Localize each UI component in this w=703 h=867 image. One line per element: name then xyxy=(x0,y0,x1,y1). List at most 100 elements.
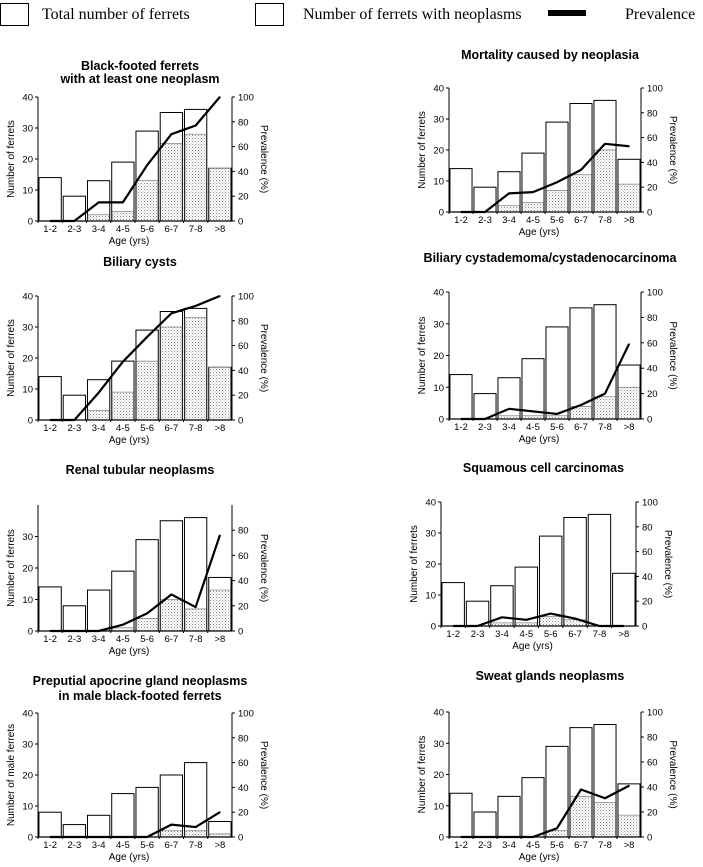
bar-neoplasm xyxy=(522,202,544,213)
x-tick-label: 6-7 xyxy=(568,629,582,640)
bar-neoplasm xyxy=(111,211,134,222)
y2-tick-label: 20 xyxy=(238,601,249,612)
bar-neoplasm xyxy=(618,386,640,420)
prevalence-point xyxy=(49,220,51,222)
chart-panel-5: Renal tubular neoplasms 0 10 20 30 0 20 40 60 80 1… xyxy=(6,463,269,657)
x-axis-label: Age (yrs) xyxy=(519,852,560,863)
y2-tick-label: 0 xyxy=(647,415,652,426)
y-tick-label: 40 xyxy=(22,709,33,720)
x-tick-label: 3-4 xyxy=(502,215,516,226)
bar-neoplasm xyxy=(111,391,134,421)
y-tick-label: 20 xyxy=(433,770,444,781)
x-tick-label: 3-4 xyxy=(92,634,106,645)
x-tick-label: 5-6 xyxy=(550,215,564,226)
y-tick-label: 20 xyxy=(22,771,33,782)
prevalence-point xyxy=(532,410,534,413)
prevalence-point xyxy=(532,191,534,193)
prevalence-point xyxy=(170,133,173,135)
x-tick-label: 3-4 xyxy=(502,422,516,433)
prevalence-point xyxy=(460,836,462,838)
bar-total xyxy=(545,745,569,838)
y2-tick-label: 60 xyxy=(238,341,249,352)
y-tick-label: 0 xyxy=(431,622,436,633)
prevalence-point xyxy=(146,164,148,166)
y2-tick-label: 100 xyxy=(238,292,254,303)
y-tick-label: 10 xyxy=(22,595,33,606)
bar-total xyxy=(563,517,587,627)
x-tick-label: 5-6 xyxy=(550,840,564,851)
y2-axis-label: Prevalence (%) xyxy=(258,534,269,602)
y2-tick-label: 80 xyxy=(238,733,249,744)
bar-neoplasm xyxy=(570,174,592,213)
bar-total xyxy=(449,792,473,838)
prevalence-line xyxy=(453,612,624,628)
prevalence-point xyxy=(219,534,221,537)
prevalence-line xyxy=(50,96,221,223)
x-tick-label: 3-4 xyxy=(92,423,106,434)
legend-total-swatch xyxy=(0,3,29,26)
prevalence-line xyxy=(461,784,630,839)
x-tick-label: >8 xyxy=(214,634,225,645)
prevalence-point xyxy=(122,623,124,626)
x-tick-label: 2-3 xyxy=(478,840,492,851)
prevalence-point xyxy=(628,784,630,787)
y2-tick-label: 40 xyxy=(238,366,249,377)
y2-tick-label: 40 xyxy=(238,167,249,178)
prevalence-point xyxy=(49,419,51,421)
chart-title: Biliary cystademoma/cystadenocarcinoma xyxy=(424,251,678,265)
y2-tick-label: 80 xyxy=(238,526,249,537)
bar-neoplasm xyxy=(618,814,640,838)
bar-neoplasm xyxy=(546,190,568,213)
y-tick-label: 20 xyxy=(433,146,444,157)
y-tick-label: 20 xyxy=(22,155,33,166)
y2-tick-label: 20 xyxy=(642,597,653,608)
prevalence-point xyxy=(219,295,221,297)
x-axis-label: Age (yrs) xyxy=(512,641,553,652)
y-axis-label: Number of ferrets xyxy=(409,525,420,603)
x-tick-label: 6-7 xyxy=(574,422,588,433)
prevalence-point xyxy=(122,836,124,838)
y2-tick-label: 60 xyxy=(647,133,658,144)
x-tick-label: >8 xyxy=(618,629,629,640)
y-axis-label: Number of ferrets xyxy=(6,120,17,198)
prevalence-point xyxy=(460,211,462,213)
x-tick-label: >8 xyxy=(624,422,635,433)
prevalence-point xyxy=(146,336,148,338)
prevalence-point xyxy=(525,619,528,621)
y2-tick-label: 0 xyxy=(238,627,243,638)
x-tick-label: 4-5 xyxy=(526,422,540,433)
y2-tick-label: 80 xyxy=(238,316,249,327)
legend-neoplasm-label: Number of ferrets with neoplasms xyxy=(303,6,522,23)
y2-axis-label: Prevalence (%) xyxy=(258,741,269,809)
bar-neoplasm xyxy=(136,180,159,222)
prevalence-point xyxy=(484,836,486,838)
bar-total xyxy=(62,605,87,632)
x-tick-label: 1-2 xyxy=(446,629,460,640)
prevalence-point xyxy=(170,823,173,826)
y2-tick-label: 80 xyxy=(238,117,249,128)
x-tick-label: 1-2 xyxy=(43,840,57,851)
y-tick-label: 30 xyxy=(433,739,444,750)
prevalence-point xyxy=(73,630,76,632)
y2-tick-label: 60 xyxy=(642,547,653,558)
y-tick-label: 0 xyxy=(439,833,444,844)
chart-title: in male black-footed ferrets xyxy=(58,689,221,703)
prevalence-point xyxy=(501,616,503,619)
y2-tick-label: 40 xyxy=(647,364,658,375)
y-tick-label: 40 xyxy=(22,292,33,303)
y2-tick-label: 100 xyxy=(647,288,663,299)
bar-total xyxy=(111,793,135,838)
y2-tick-label: 60 xyxy=(238,758,249,769)
y2-tick-label: 80 xyxy=(647,313,658,324)
y2-tick-label: 0 xyxy=(238,217,243,228)
prevalence-point xyxy=(549,612,552,615)
prevalence-point xyxy=(484,211,486,213)
y-tick-label: 20 xyxy=(425,560,436,571)
x-tick-label: 5-6 xyxy=(140,634,154,645)
bar-neoplasm xyxy=(618,183,640,213)
prevalence-point xyxy=(97,391,100,394)
y-tick-label: 30 xyxy=(425,529,436,540)
prevalence-point xyxy=(580,404,582,406)
